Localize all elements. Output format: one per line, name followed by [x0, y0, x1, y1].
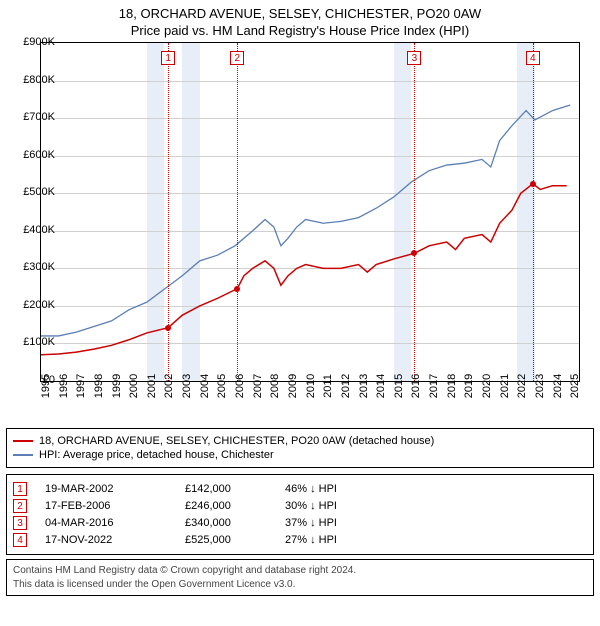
x-axis-label: 2004 — [199, 374, 211, 398]
plot-region: 1 2 3 4 — [40, 42, 580, 382]
x-axis-label: 2014 — [375, 374, 387, 398]
sale-diff: 37% ↓ HPI — [285, 517, 385, 529]
y-axis-label: £900K — [23, 36, 55, 48]
x-axis-label: 1997 — [75, 374, 87, 398]
x-axis-label: 2001 — [146, 374, 158, 398]
sale-date: 04-MAR-2016 — [45, 517, 185, 529]
sale-marker-1: 1 — [161, 51, 175, 65]
x-axis-label: 2016 — [410, 374, 422, 398]
sale-date: 17-FEB-2006 — [45, 500, 185, 512]
x-axis-label: 2017 — [428, 374, 440, 398]
chart-title: 18, ORCHARD AVENUE, SELSEY, CHICHESTER, … — [0, 6, 600, 21]
x-axis-label: 2009 — [287, 374, 299, 398]
x-axis-label: 2006 — [234, 374, 246, 398]
sale-marker-3: 3 — [407, 51, 421, 65]
legend-swatch-price — [13, 440, 33, 442]
legend-item-hpi: HPI: Average price, detached house, Chic… — [13, 449, 587, 461]
sales-row: 2 17-FEB-2006£246,00030% ↓ HPI — [13, 499, 587, 513]
sale-diff: 46% ↓ HPI — [285, 483, 385, 495]
legend-item-price: 18, ORCHARD AVENUE, SELSEY, CHICHESTER, … — [13, 435, 587, 447]
sale-marker-4: 4 — [526, 51, 540, 65]
x-axis-label: 2002 — [163, 374, 175, 398]
x-axis-label: 2021 — [499, 374, 511, 398]
chart-area: 1234 £0£100K£200K£300K£400K£500K£600K£70… — [40, 42, 600, 412]
y-axis-label: £600K — [23, 149, 55, 161]
y-axis-label: £400K — [23, 224, 55, 236]
sales-row: 1 19-MAR-2002£142,00046% ↓ HPI — [13, 482, 587, 496]
footer-line-2: This data is licensed under the Open Gov… — [13, 578, 587, 592]
sale-price: £525,000 — [185, 534, 285, 546]
y-axis-label: £800K — [23, 74, 55, 86]
chart-subtitle: Price paid vs. HM Land Registry's House … — [0, 23, 600, 38]
legend: 18, ORCHARD AVENUE, SELSEY, CHICHESTER, … — [6, 428, 594, 468]
footer-text: Contains HM Land Registry data © Crown c… — [6, 559, 594, 596]
x-axis-label: 1995 — [40, 374, 52, 398]
sales-table: 1 19-MAR-2002£142,00046% ↓ HPI 2 17-FEB-200… — [6, 474, 594, 555]
x-axis-label: 2000 — [128, 374, 140, 398]
y-axis-label: £700K — [23, 111, 55, 123]
x-axis-label: 2008 — [269, 374, 281, 398]
x-axis-label: 2007 — [252, 374, 264, 398]
x-axis-label: 2012 — [340, 374, 352, 398]
x-axis-label: 2020 — [481, 374, 493, 398]
x-axis-label: 2013 — [358, 374, 370, 398]
sale-price: £246,000 — [185, 500, 285, 512]
x-axis-label: 2011 — [322, 374, 334, 398]
x-axis-label: 2025 — [569, 374, 581, 398]
legend-swatch-hpi — [13, 454, 33, 456]
sale-date: 19-MAR-2002 — [45, 483, 185, 495]
x-axis-label: 2015 — [393, 374, 405, 398]
x-axis-label: 2023 — [534, 374, 546, 398]
x-axis-label: 1996 — [58, 374, 70, 398]
y-axis-label: £200K — [23, 299, 55, 311]
y-axis-label: £100K — [23, 336, 55, 348]
sale-index-box: 4 — [13, 533, 27, 547]
legend-label-hpi: HPI: Average price, detached house, Chic… — [39, 449, 274, 461]
x-axis-label: 1999 — [111, 374, 123, 398]
chart-container: 18, ORCHARD AVENUE, SELSEY, CHICHESTER, … — [0, 6, 600, 626]
x-axis-label: 2019 — [463, 374, 475, 398]
x-axis-label: 2018 — [446, 374, 458, 398]
sale-date: 17-NOV-2022 — [45, 534, 185, 546]
sale-index-box: 2 — [13, 499, 27, 513]
sale-price: £142,000 — [185, 483, 285, 495]
sale-price: £340,000 — [185, 517, 285, 529]
legend-label-price: 18, ORCHARD AVENUE, SELSEY, CHICHESTER, … — [39, 435, 434, 447]
footer-line-1: Contains HM Land Registry data © Crown c… — [13, 564, 587, 578]
sale-index-box: 3 — [13, 516, 27, 530]
sale-marker-2: 2 — [230, 51, 244, 65]
sale-index-box: 1 — [13, 482, 27, 496]
sales-row: 3 04-MAR-2016£340,00037% ↓ HPI — [13, 516, 587, 530]
sale-diff: 27% ↓ HPI — [285, 534, 385, 546]
y-axis-label: £300K — [23, 261, 55, 273]
y-axis-label: £500K — [23, 186, 55, 198]
sale-diff: 30% ↓ HPI — [285, 500, 385, 512]
x-axis-label: 2024 — [552, 374, 564, 398]
x-axis-label: 1998 — [93, 374, 105, 398]
sales-row: 4 17-NOV-2022£525,00027% ↓ HPI — [13, 533, 587, 547]
x-axis-label: 2022 — [516, 374, 528, 398]
x-axis-label: 2010 — [305, 374, 317, 398]
x-axis-label: 2003 — [181, 374, 193, 398]
x-axis-label: 2005 — [216, 374, 228, 398]
